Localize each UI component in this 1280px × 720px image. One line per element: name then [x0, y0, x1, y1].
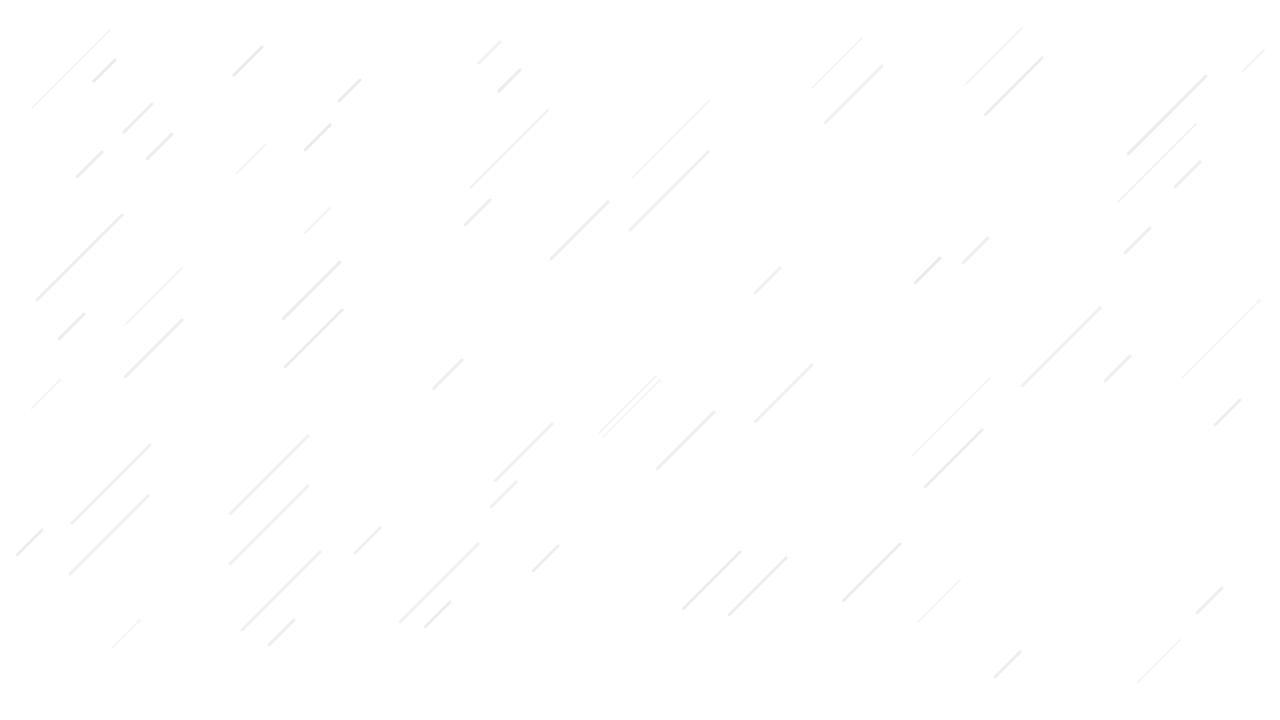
rain-streak	[423, 600, 452, 629]
rain-streak	[30, 379, 61, 410]
rain-streak	[923, 428, 984, 489]
rain-streak	[823, 64, 884, 125]
rain-streak	[70, 443, 152, 525]
rain-streak	[911, 377, 991, 457]
rain-streak	[983, 56, 1044, 117]
rain-streak	[1020, 306, 1102, 388]
rain-streak	[1241, 49, 1265, 73]
rain-streak	[123, 318, 184, 379]
rain-streak	[469, 109, 549, 189]
rain-streak	[304, 207, 331, 234]
rain-streak	[31, 29, 111, 109]
rain-streak	[228, 434, 310, 516]
rain-streak	[35, 213, 124, 302]
rain-streak	[68, 494, 150, 576]
rain-streak	[913, 256, 942, 285]
rain-streak	[398, 542, 480, 624]
rain-streak	[1117, 123, 1197, 203]
rain-streak	[681, 550, 742, 611]
rain-streak	[598, 375, 657, 434]
rain-streak	[602, 379, 661, 438]
rain-streak	[432, 358, 464, 390]
rain-streak	[232, 45, 264, 77]
rain-streak	[1213, 398, 1242, 427]
rain-streak	[1136, 639, 1181, 684]
rain-streak	[628, 150, 710, 232]
rain-streak	[1181, 299, 1261, 379]
rain-streak	[1173, 160, 1202, 189]
rain-streak	[964, 27, 1023, 86]
rain-streak	[463, 198, 492, 227]
rain-streak-group	[15, 27, 1265, 684]
rain-streak	[631, 99, 711, 179]
rain-streak	[1103, 354, 1132, 383]
rain-streak	[549, 200, 610, 261]
rain-streak	[124, 267, 183, 326]
rain-streak	[57, 312, 86, 341]
rain-streak	[283, 308, 344, 369]
rain-streak	[916, 579, 961, 624]
rain-streak	[753, 363, 814, 424]
rain-streak	[267, 618, 296, 647]
rain-streak	[497, 68, 522, 93]
rain-streak	[727, 556, 788, 617]
rain-streak	[1123, 226, 1152, 255]
rain-streak	[489, 480, 518, 509]
rain-streak	[235, 144, 266, 175]
rain-streak	[493, 422, 554, 483]
rain-streak	[240, 550, 322, 632]
rain-streak	[841, 542, 902, 603]
rain-streak	[110, 619, 141, 650]
rain-streak	[353, 526, 382, 555]
rain-streak	[303, 123, 332, 152]
rain-streak	[281, 260, 342, 321]
rain-streak	[15, 528, 44, 557]
rain-streak	[961, 236, 990, 265]
rain-streak	[337, 78, 362, 103]
rain-streak	[753, 266, 782, 295]
rain-streak	[531, 544, 560, 573]
rain-streak	[92, 58, 117, 83]
rain-streak	[1126, 74, 1208, 156]
rain-streak	[75, 150, 104, 179]
rain-streak	[1195, 586, 1224, 615]
rain-streak	[122, 102, 154, 134]
rain-streak	[228, 484, 310, 566]
rain-streak	[993, 650, 1022, 679]
rain-streak	[655, 410, 716, 471]
rain-streak	[145, 132, 174, 161]
rain-streak	[811, 37, 863, 89]
rain-streak	[477, 40, 502, 65]
